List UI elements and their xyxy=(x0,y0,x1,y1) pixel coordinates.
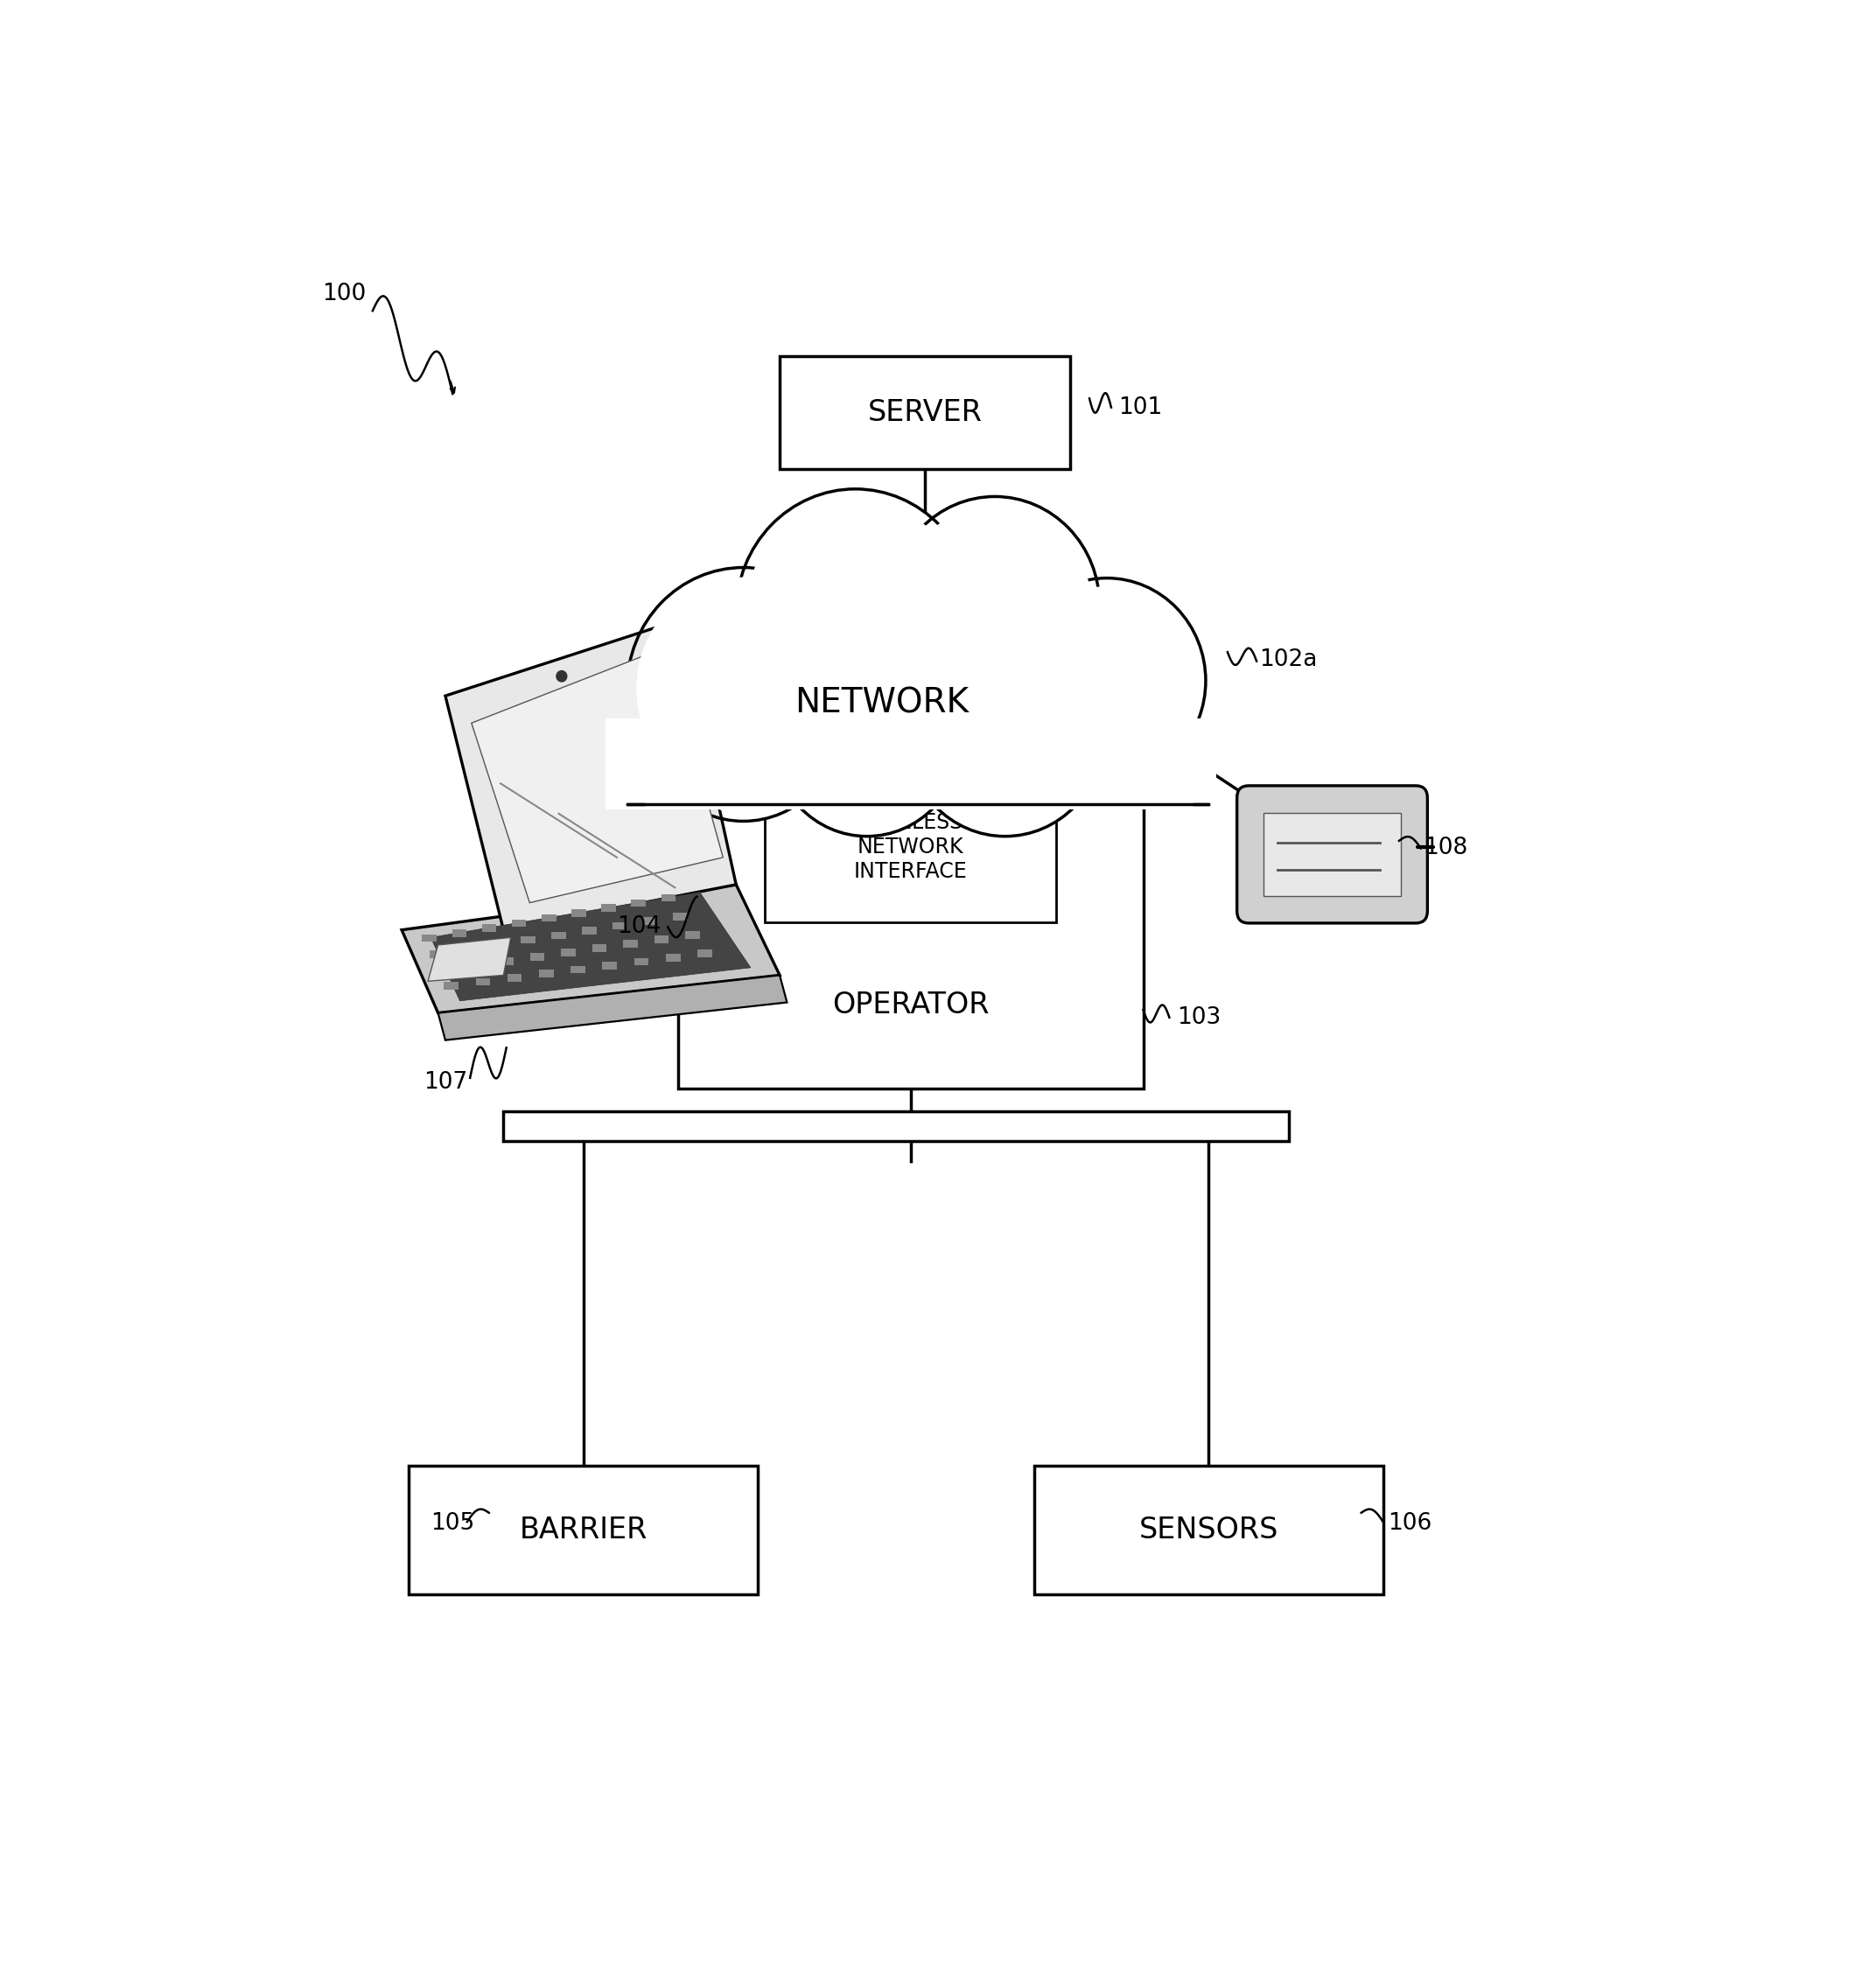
Text: 105: 105 xyxy=(431,1512,475,1535)
Bar xyxy=(655,935,670,943)
Circle shape xyxy=(745,498,964,728)
Bar xyxy=(507,975,522,982)
Circle shape xyxy=(906,631,1103,835)
Polygon shape xyxy=(471,647,722,902)
Bar xyxy=(482,924,497,931)
Bar xyxy=(673,912,688,920)
Polygon shape xyxy=(428,937,510,980)
Text: 107: 107 xyxy=(424,1071,467,1094)
Bar xyxy=(572,910,585,918)
Circle shape xyxy=(627,567,859,810)
Text: 103: 103 xyxy=(1176,1006,1221,1030)
Bar xyxy=(529,953,544,961)
Text: 101: 101 xyxy=(1118,396,1163,420)
Bar xyxy=(643,918,657,926)
Polygon shape xyxy=(439,975,788,1039)
Bar xyxy=(503,1112,1289,1141)
Circle shape xyxy=(653,624,835,814)
Text: SERVER: SERVER xyxy=(869,398,983,427)
Polygon shape xyxy=(401,884,780,1014)
Text: 104: 104 xyxy=(617,916,660,937)
Circle shape xyxy=(914,639,1096,828)
FancyBboxPatch shape xyxy=(1236,786,1428,924)
Bar xyxy=(1034,1467,1383,1594)
Bar xyxy=(490,941,505,949)
Bar xyxy=(612,922,627,930)
Bar xyxy=(499,957,514,965)
Circle shape xyxy=(899,506,1092,706)
Circle shape xyxy=(645,616,842,822)
Bar xyxy=(570,967,585,973)
Circle shape xyxy=(780,647,953,828)
Circle shape xyxy=(735,488,974,737)
Bar xyxy=(602,904,615,912)
Bar xyxy=(460,945,475,953)
Bar xyxy=(602,961,617,969)
Bar xyxy=(765,771,1056,922)
Bar xyxy=(452,930,467,937)
Polygon shape xyxy=(445,620,735,930)
Bar xyxy=(445,982,458,990)
Bar xyxy=(538,971,553,977)
Bar xyxy=(698,949,713,957)
Polygon shape xyxy=(431,892,750,1000)
Bar xyxy=(582,928,597,933)
Bar xyxy=(542,914,555,922)
Circle shape xyxy=(773,639,962,835)
Text: 108: 108 xyxy=(1424,837,1467,859)
Bar xyxy=(430,951,445,957)
Circle shape xyxy=(555,671,567,682)
Bar xyxy=(685,931,700,939)
Bar xyxy=(660,894,675,902)
Bar xyxy=(634,957,649,965)
Text: SENSORS: SENSORS xyxy=(1139,1516,1278,1545)
Text: NETWORK: NETWORK xyxy=(794,686,968,720)
Bar xyxy=(552,931,567,939)
Text: WIRELESS
NETWORK
INTERFACE: WIRELESS NETWORK INTERFACE xyxy=(854,812,968,882)
Text: BARRIER: BARRIER xyxy=(520,1516,647,1545)
Circle shape xyxy=(891,496,1099,714)
Bar xyxy=(475,979,490,986)
Bar xyxy=(522,935,535,943)
Circle shape xyxy=(1007,578,1206,784)
Circle shape xyxy=(636,577,850,800)
Bar xyxy=(409,1467,758,1594)
Bar xyxy=(561,949,576,957)
Bar xyxy=(437,967,450,975)
Bar xyxy=(422,935,437,941)
Bar xyxy=(630,900,645,906)
Bar xyxy=(512,920,527,928)
Bar xyxy=(666,953,681,961)
Bar xyxy=(780,357,1071,469)
FancyBboxPatch shape xyxy=(1263,814,1401,896)
Bar xyxy=(593,945,606,951)
Text: 106: 106 xyxy=(1388,1512,1431,1535)
Bar xyxy=(623,939,638,947)
Circle shape xyxy=(1017,586,1197,775)
Text: 100: 100 xyxy=(323,282,366,306)
Text: 102a: 102a xyxy=(1259,649,1317,671)
Bar xyxy=(677,749,1142,1088)
Bar xyxy=(467,961,482,969)
Bar xyxy=(606,718,1216,810)
Text: OPERATOR: OPERATOR xyxy=(833,990,989,1020)
